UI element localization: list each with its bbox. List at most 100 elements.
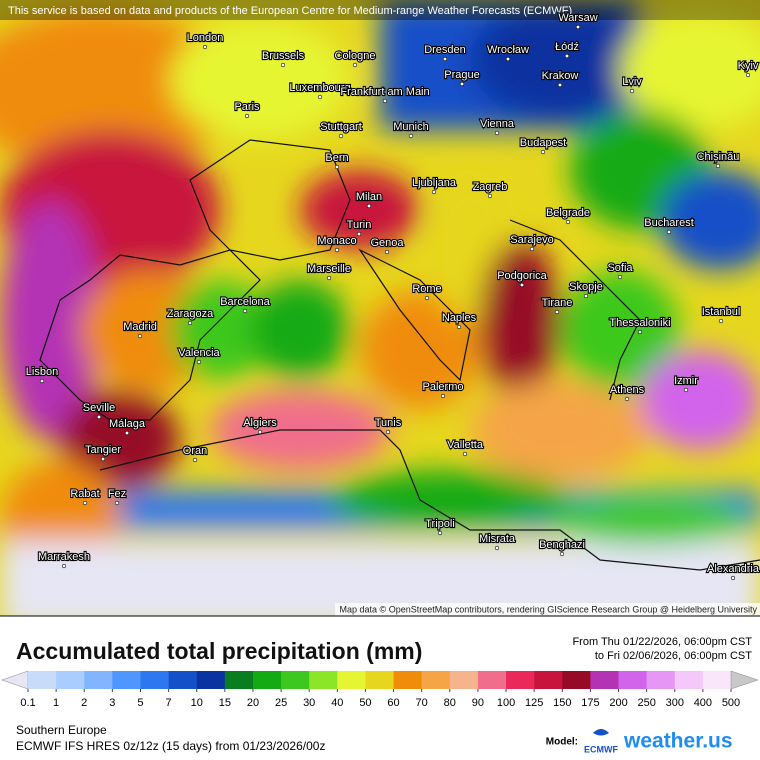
brand-logo[interactable]: weather.us [623,730,733,753]
colorbar-label: 100 [497,697,515,709]
colorbar-swatch [337,671,366,689]
city-dot [456,324,462,330]
city-label: Sofia [607,262,633,274]
colorbar-label: 40 [331,697,343,709]
city-dot [745,72,751,78]
city-label: Palermo [423,381,464,393]
colorbar-swatch [393,671,422,689]
city-label: Fez [108,488,126,500]
city-dot [338,133,344,139]
model-line: ECMWF IFS HRES 0z/12z (15 days) from 01/… [16,739,325,753]
city-dot [617,274,623,280]
city-label: Warsaw [558,12,597,24]
city-dot [431,189,437,195]
city-label: Tirane [542,297,573,309]
colorbar-arrow-high [730,670,759,690]
city-dot [529,246,535,252]
city-label: Benghazi [539,539,585,551]
city-dot [82,500,88,506]
city-label: Genoa [370,237,404,249]
city-dot [384,249,390,255]
city-dot [137,333,143,339]
city-label: Rome [412,283,441,295]
city-label: Seville [83,402,115,414]
city-label: Prague [444,69,479,81]
city-dot [39,378,45,384]
city-label: Valencia [178,347,220,359]
city-label: Madrid [123,321,157,333]
city-dot [666,229,672,235]
city-label: Athens [610,384,645,396]
city-label: Marrakesh [38,551,90,563]
city-dot [564,53,570,59]
city-label: Naples [442,312,477,324]
city-label: Vienna [480,118,515,130]
borders [39,139,760,571]
city-label: Rabat [70,488,99,500]
colorbar-label: 2 [81,697,87,709]
city-dot [505,56,511,62]
city-label: Łódź [555,41,579,53]
city-label: Valletta [447,439,484,451]
colorbar-swatch [618,671,647,689]
city-dot [356,231,362,237]
city-dot [637,329,643,335]
colorbar-label: 250 [637,697,655,709]
city-label: Bucharest [644,217,694,229]
colorbar-label: 50 [359,697,371,709]
city-label: Tunis [375,417,402,429]
region: Southern Europe [16,723,107,737]
colorbar-swatch [168,671,198,689]
city-dot [326,275,332,281]
city-dot [494,130,500,136]
city-label: Marseille [307,263,351,275]
city-dot [583,293,589,299]
period-to: to Fri 02/06/2026, 06:00pm CST [595,650,752,662]
colorbar-label: 3 [109,697,115,709]
city-dot [557,82,563,88]
city-dot [565,219,571,225]
city-label: Izmir [674,375,698,387]
colorbar-swatch [365,671,394,689]
city-label: Misrata [479,533,516,545]
city-dot [575,24,581,30]
colorbar-label: 60 [387,697,399,709]
colorbar-label: 125 [525,697,543,709]
city-dot [114,500,120,506]
city-dot [334,247,340,253]
model-label: Model: [546,737,578,748]
map-attribution: Map data © OpenStreetMap contributors, r… [340,604,758,614]
colorbar-label: 400 [694,697,712,709]
city-label: Thessaloniki [609,317,670,329]
city-dot [317,94,323,100]
city-dot [408,133,414,139]
city-dot [334,164,340,170]
city-dot [424,295,430,301]
city-label: Cologne [335,50,376,62]
city-dot [730,575,736,581]
colorbar-swatch [477,671,507,689]
city-dot [244,113,250,119]
header-note: This service is based on data and produc… [8,5,572,17]
city-label: Dresden [424,44,466,56]
period-from: From Thu 01/22/2026, 06:00pm CST [572,636,752,648]
city-dot [487,193,493,199]
city-dot [257,429,263,435]
city-dot [440,393,446,399]
colorbar-swatch [224,671,254,689]
city-label: Frankfurt am Main [340,86,429,98]
city-label: Krakow [542,70,579,82]
city-label: Milan [356,191,382,203]
colorbar-label: 25 [275,697,287,709]
colorbar-swatch [252,671,282,689]
city-label: Tangier [85,444,121,456]
city-label: Podgorica [497,270,547,282]
city-dot [280,62,286,68]
colorbar-swatch [534,671,563,689]
city-dot [437,530,443,536]
city-label: Budapest [520,137,566,149]
colorbar-swatch [449,671,479,689]
city-dot [459,81,465,87]
city-dot [683,387,689,393]
city-dot [196,359,202,365]
